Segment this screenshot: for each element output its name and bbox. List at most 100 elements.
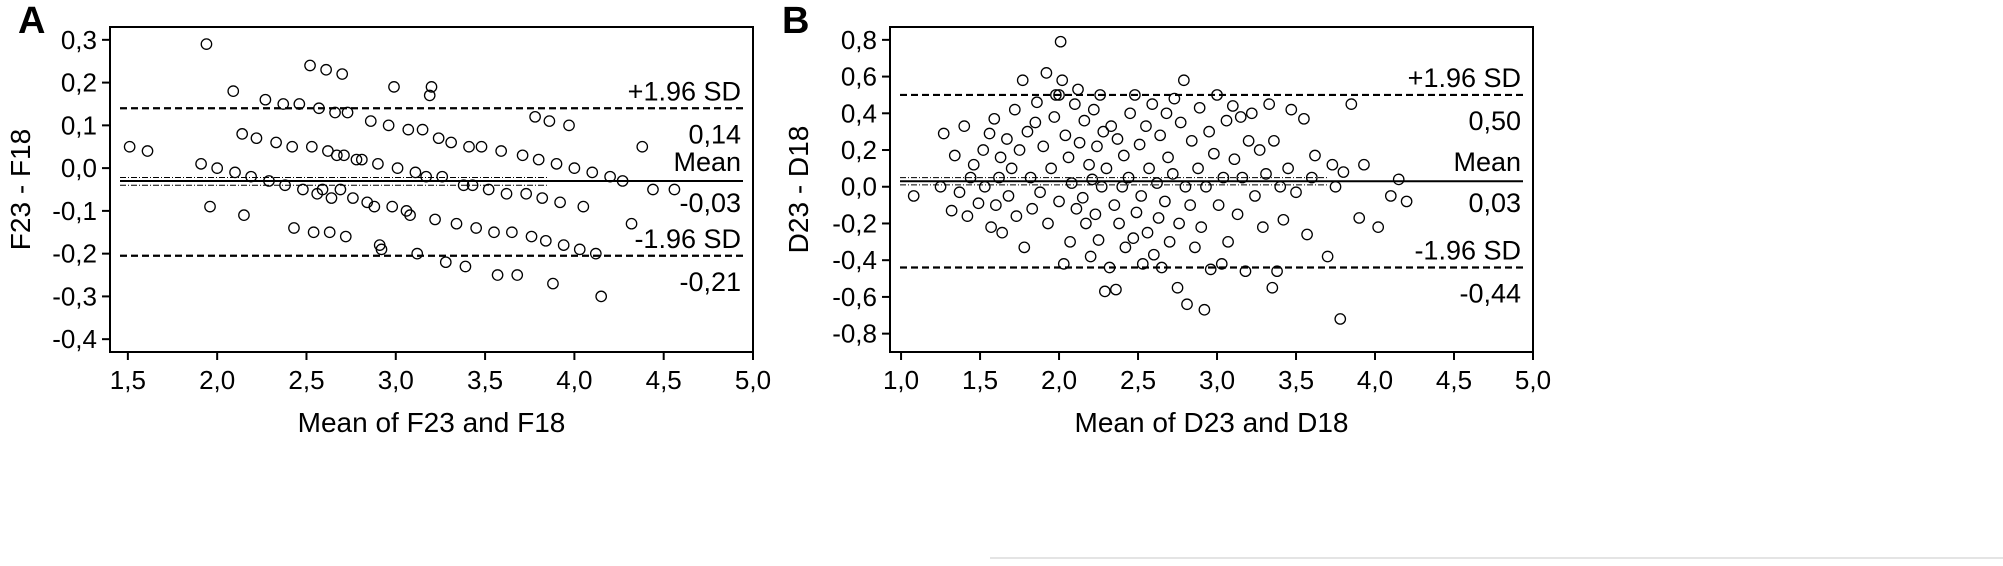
data-point (439, 256, 452, 269)
data-point (1050, 89, 1062, 101)
data-point (227, 85, 240, 97)
data-point (368, 200, 381, 213)
data-point (1400, 195, 1413, 208)
y-tick-label: -0,2 (832, 208, 877, 238)
data-point (990, 199, 1002, 211)
data-point (375, 243, 388, 256)
data-point (529, 110, 541, 123)
y-tick-label: 0,3 (61, 25, 97, 55)
data-point (1002, 190, 1015, 202)
data-point (577, 200, 590, 213)
data-point (1234, 111, 1247, 123)
data-point (948, 149, 961, 162)
data-point (350, 153, 363, 166)
data-point (972, 197, 985, 210)
data-point (320, 63, 332, 76)
plot-frame (109, 26, 754, 353)
y-tick-label: 0,2 (61, 68, 97, 98)
data-point (589, 247, 602, 260)
data-point (1179, 180, 1192, 193)
data-point (1065, 177, 1078, 189)
data-point (539, 234, 552, 247)
data-point (1353, 212, 1366, 224)
data-point (1056, 74, 1069, 87)
data-point (1208, 147, 1220, 160)
data-point (1147, 248, 1160, 261)
data-point (1263, 98, 1276, 110)
data-point (279, 179, 291, 192)
data-point (994, 151, 1007, 164)
data-point (961, 210, 974, 222)
data-point (1129, 89, 1141, 101)
data-point (1195, 221, 1208, 233)
data-point (1024, 171, 1037, 184)
data-point (1146, 98, 1159, 110)
data-point (1309, 149, 1321, 162)
x-tick-label: 5,0 (1515, 365, 1551, 395)
data-point (958, 120, 971, 133)
data-point (425, 81, 438, 93)
plot-frame (889, 26, 1534, 353)
data-point (1040, 67, 1053, 79)
data-point (1162, 151, 1174, 164)
data-point (1231, 208, 1244, 221)
data-point (520, 187, 533, 200)
data-point (625, 217, 638, 230)
data-point (1160, 107, 1173, 120)
data-point (1042, 217, 1054, 230)
data-point (432, 132, 445, 145)
data-point (1217, 171, 1230, 184)
data-point (339, 230, 352, 243)
data-point (1092, 234, 1105, 246)
data-point (259, 93, 272, 106)
data-point (1062, 151, 1075, 164)
data-point (1159, 195, 1171, 208)
data-point (1089, 208, 1102, 221)
data-point (1274, 180, 1287, 193)
data-point (964, 171, 977, 184)
data-point (1048, 111, 1061, 123)
data-point (305, 140, 318, 153)
data-point (270, 136, 282, 149)
y-tick-label: 0,8 (841, 25, 877, 55)
data-point (382, 119, 395, 132)
upper-loa-name: +1.96 SD (1408, 63, 1521, 93)
data-point (1072, 83, 1084, 96)
data-point (967, 158, 980, 171)
data-point (1321, 250, 1334, 263)
mean-value: -0,03 (679, 188, 741, 218)
data-point (525, 230, 538, 243)
x-tick-label: 5,0 (735, 365, 771, 395)
data-point (993, 171, 1005, 184)
data-point (647, 183, 659, 196)
data-point (568, 162, 581, 174)
data-point (338, 149, 350, 162)
data-point (1242, 134, 1255, 147)
data-point (985, 221, 997, 233)
x-tick-label: 3,5 (467, 365, 503, 395)
data-point (1337, 166, 1350, 178)
data-point (411, 247, 424, 260)
data-point (1192, 162, 1204, 175)
data-point (1151, 177, 1163, 189)
data-point (573, 243, 586, 256)
data-point (1105, 120, 1118, 133)
data-point (506, 226, 518, 239)
data-point (459, 260, 472, 273)
data-point (1029, 116, 1042, 129)
data-point (1103, 261, 1116, 274)
x-tick-label: 3,5 (1278, 365, 1314, 395)
data-point (1184, 199, 1197, 211)
lower-loa-value: -0,44 (1459, 279, 1521, 309)
data-point (1222, 235, 1234, 248)
data-point (445, 136, 457, 149)
y-tick-label: 0,4 (841, 98, 877, 128)
y-axis-label: F23 - F18 (5, 129, 36, 250)
data-point (1226, 100, 1239, 112)
y-tick-label: -0,8 (832, 319, 877, 349)
data-point (1298, 112, 1310, 125)
x-axis-label: Mean of D23 and D18 (1075, 407, 1349, 438)
data-point (563, 119, 575, 132)
data-point (945, 204, 958, 217)
